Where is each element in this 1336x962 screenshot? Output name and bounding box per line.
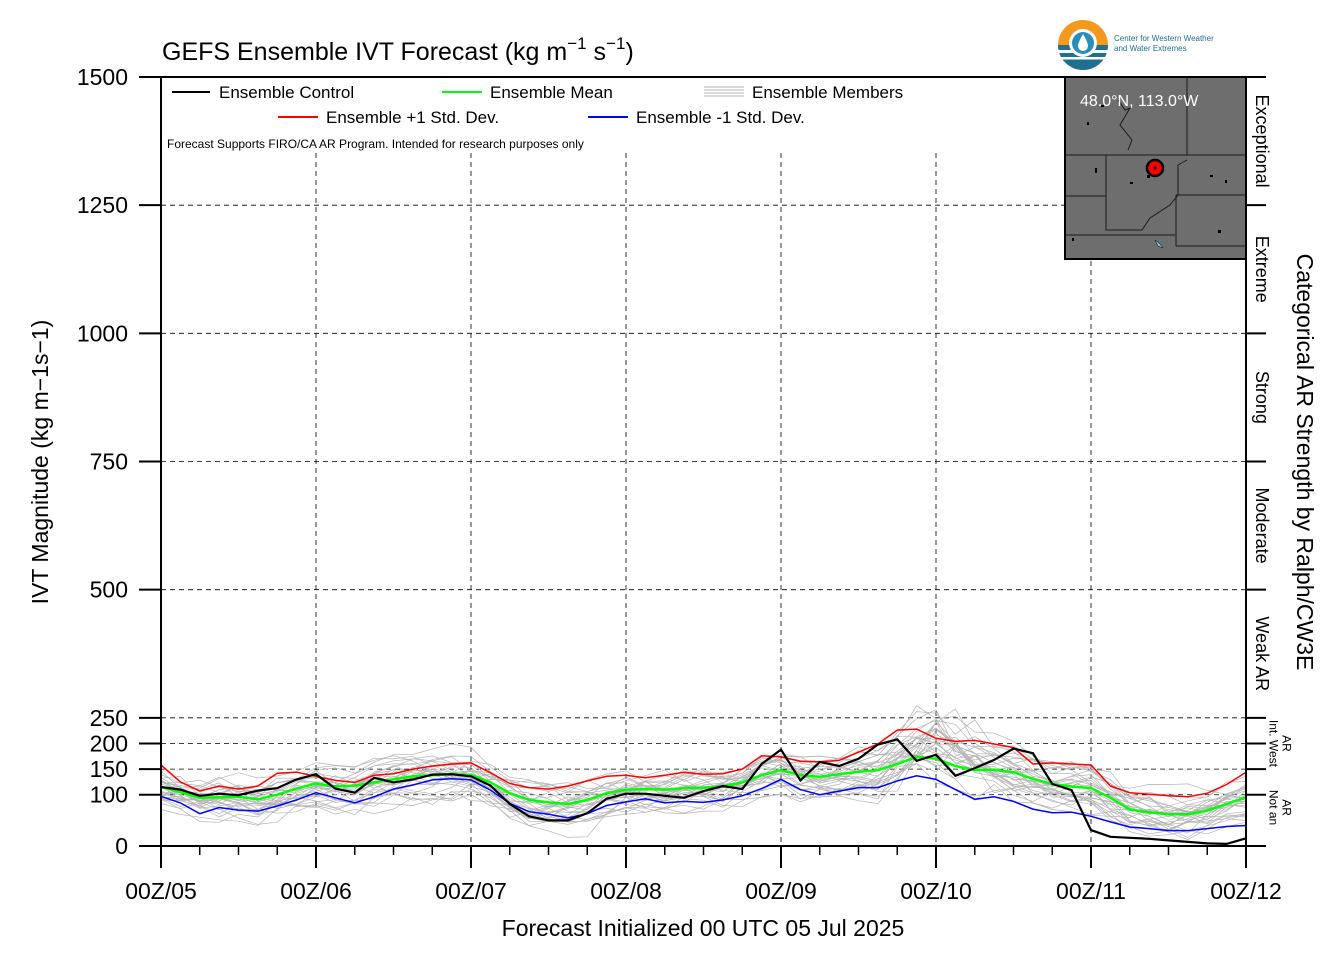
- x-tick-label: 00Z/10: [900, 878, 972, 904]
- y-axis-label: IVT Magnitude (kg m−1s−1): [27, 320, 53, 605]
- member-line: [160, 750, 1247, 835]
- member-line: [160, 720, 1247, 815]
- member-line: [160, 737, 1247, 825]
- legend-label-control: Ensemble Control: [219, 83, 354, 102]
- y-tick-label: 1500: [77, 64, 128, 90]
- member-line: [160, 727, 1247, 806]
- right-axis-label: Categorical AR Strength by Ralph/CW3E: [1292, 254, 1318, 671]
- inset-lakes: [1072, 95, 1227, 241]
- x-tick-label: 00Z/06: [280, 878, 352, 904]
- member-line: [160, 757, 1247, 837]
- x-tick-label: 00Z/09: [745, 878, 817, 904]
- series-line-mean: [160, 755, 1247, 816]
- legend-label-minus-std: Ensemble -1 Std. Dev.: [636, 108, 805, 127]
- x-tick-label: 00Z/05: [125, 878, 197, 904]
- x-tick-label: 00Z/08: [590, 878, 662, 904]
- series-line-plus-std: [160, 728, 1247, 798]
- category-label: AR: [1280, 799, 1294, 816]
- category-label: Strong: [1252, 371, 1272, 424]
- member-line: [160, 711, 1247, 800]
- category-label: AR: [1280, 735, 1294, 752]
- y-tick-label: 1250: [77, 192, 128, 218]
- category-label: Moderate: [1252, 488, 1272, 564]
- member-line: [160, 721, 1247, 818]
- member-line: [160, 721, 1247, 831]
- legend-label-plus-std: Ensemble +1 Std. Dev.: [326, 108, 499, 127]
- series-lines: [160, 728, 1247, 846]
- category-label: Weak AR: [1252, 616, 1272, 691]
- inset-borders: [1066, 78, 1245, 247]
- y-tick-label: 0: [115, 833, 128, 859]
- x-tick-label: 00Z/07: [435, 878, 507, 904]
- member-line: [160, 743, 1247, 814]
- chart-title: GEFS Ensemble IVT Forecast (kg m−1 s−1): [162, 34, 634, 66]
- legend-label-members: Ensemble Members: [752, 83, 903, 102]
- y-tick-label: 250: [90, 705, 128, 731]
- inset-location-label: 48.0°N, 113.0°W: [1080, 93, 1199, 110]
- location-inset-map: 48.0°N, 113.0°W: [1064, 76, 1247, 260]
- logo-line2: and Water Extremes: [1114, 44, 1187, 53]
- y-tick-label: 500: [90, 577, 128, 603]
- x-tick-label: 00Z/12: [1210, 878, 1282, 904]
- legend-label-mean: Ensemble Mean: [490, 83, 613, 102]
- y-tick-label: 750: [90, 449, 128, 475]
- member-line: [160, 732, 1247, 832]
- plot-frame: [160, 76, 1247, 847]
- category-label: Extreme: [1252, 236, 1272, 303]
- x-axis-label: Forecast Initialized 00 UTC 05 Jul 2025: [502, 915, 905, 941]
- y-tick-label: 100: [90, 782, 128, 808]
- series-line-control: [160, 738, 1247, 846]
- x-tick-label: 00Z/11: [1056, 878, 1126, 904]
- location-marker-dot: [1153, 166, 1157, 170]
- logo-line1: Center for Western Weather: [1114, 34, 1214, 43]
- category-label: Not an: [1267, 790, 1281, 825]
- y-tick-label: 1000: [77, 320, 128, 346]
- y-tick-label: 200: [90, 730, 128, 756]
- grid-lines: [161, 153, 1246, 846]
- category-label: Exceptional: [1252, 95, 1272, 188]
- cw3e-logo: Center for Western Weather and Water Ext…: [1058, 20, 1214, 70]
- series-line-minus-std: [160, 775, 1247, 832]
- y-tick-label: 150: [90, 756, 128, 782]
- legend-swatch-members: [704, 86, 744, 97]
- legend: Ensemble Control Ensemble Mean Ensemble …: [172, 83, 903, 127]
- ensemble-members: [160, 705, 1247, 840]
- inset-lake-blue: [1154, 239, 1164, 249]
- member-line: [160, 754, 1247, 840]
- disclaimer-note: Forecast Supports FIRO/CA AR Program. In…: [167, 137, 584, 151]
- category-label: Int. West: [1267, 720, 1281, 768]
